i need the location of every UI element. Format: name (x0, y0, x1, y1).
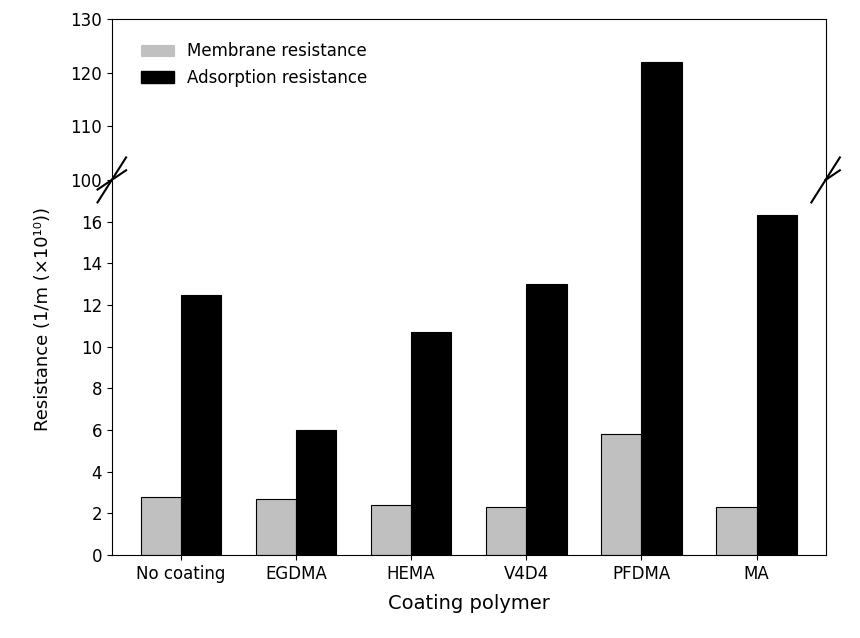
Bar (371, 505, 411, 555)
Bar (757, 216, 797, 555)
Bar (716, 507, 757, 555)
Bar (642, 62, 682, 180)
Legend: Membrane resistance, Adsorption resistance: Membrane resistance, Adsorption resistan… (127, 29, 381, 100)
Text: Resistance (1/m (×10¹⁰)): Resistance (1/m (×10¹⁰)) (34, 207, 52, 431)
Bar (411, 332, 452, 555)
Bar (486, 507, 526, 555)
Bar (181, 295, 221, 555)
Bar (140, 497, 181, 555)
Bar (255, 499, 296, 555)
Bar (601, 434, 642, 555)
X-axis label: Coating polymer: Coating polymer (388, 594, 550, 613)
Bar (642, 0, 682, 555)
Bar (526, 284, 567, 555)
Bar (296, 430, 336, 555)
